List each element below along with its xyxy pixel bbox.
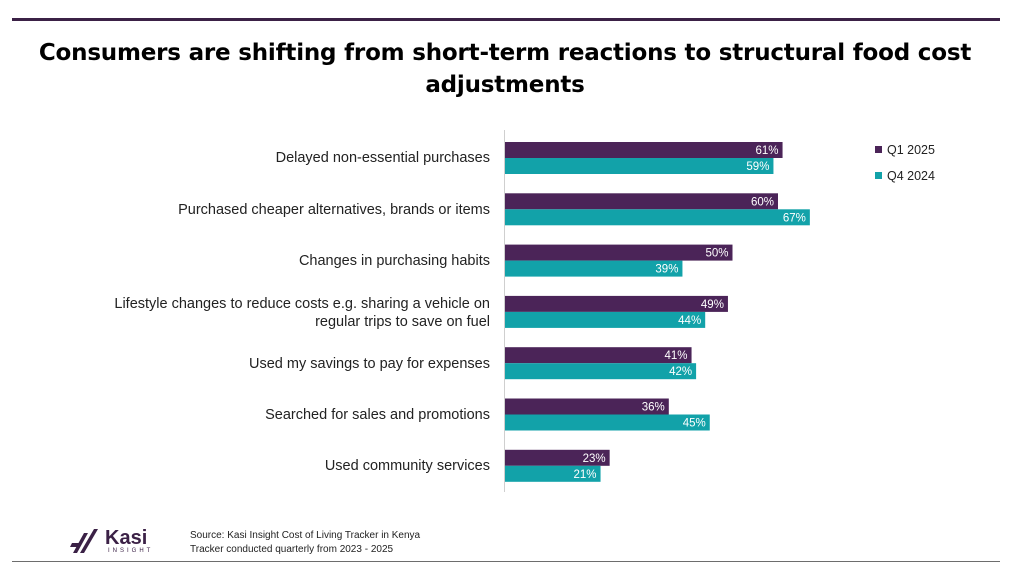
chart-title: Consumers are shifting from short-term r… <box>38 40 972 98</box>
tracker-note: Tracker conducted quarterly from 2023 - … <box>190 544 394 555</box>
top-rule <box>12 18 1000 21</box>
bar-q1-2025-3 <box>505 295 728 312</box>
bottom-rule <box>12 561 1000 562</box>
category-label-sales-promotions: Searched for sales and promotions <box>265 407 490 423</box>
legend-item-q1-2025: Q1 2025 <box>875 143 935 157</box>
category-label-delayed: Delayed non-essential purchases <box>275 150 490 166</box>
data-label-q1-2025-6: 23% <box>583 453 606 465</box>
bar-q1-2025-1 <box>505 193 778 210</box>
data-label-q1-2025-4: 41% <box>665 350 688 362</box>
bar-q4-2024-1 <box>505 209 810 226</box>
data-label-q1-2025-5: 36% <box>642 402 665 414</box>
bar-q4-2024-2 <box>505 260 683 277</box>
data-label-q4-2024-2: 39% <box>655 264 678 276</box>
data-label-q4-2024-3: 44% <box>678 315 701 327</box>
bar-q1-2025-4 <box>505 347 692 364</box>
bar-q1-2025-6 <box>505 449 610 466</box>
category-label-cheaper-alternatives: Purchased cheaper alternatives, brands o… <box>178 202 490 218</box>
bar-q4-2024-6 <box>505 465 601 482</box>
category-label-savings: Used my savings to pay for expenses <box>249 356 490 372</box>
bar-q4-2024-4 <box>505 363 697 380</box>
source-note: Source: Kasi Insight Cost of Living Trac… <box>190 530 421 541</box>
bar-q1-2025-2 <box>505 244 733 261</box>
data-label-q1-2025-1: 60% <box>751 196 774 208</box>
data-label-q1-2025-3: 49% <box>701 299 724 311</box>
data-label-q1-2025-2: 50% <box>705 248 728 260</box>
logo-wordmark: Kasi <box>105 527 148 549</box>
legend-swatch-q4 <box>875 172 882 180</box>
legend-label-q4: Q4 2024 <box>887 169 935 183</box>
data-label-q4-2024-5: 45% <box>683 418 706 430</box>
bar-q4-2024-0 <box>505 158 774 174</box>
data-label-q1-2025-0: 61% <box>756 145 779 157</box>
legend-label-q1: Q1 2025 <box>887 143 935 157</box>
data-label-q4-2024-0: 59% <box>746 161 769 173</box>
data-label-q4-2024-4: 42% <box>669 366 692 378</box>
legend-item-q4-2024: Q4 2024 <box>875 169 935 183</box>
category-label-community-services: Used community services <box>324 458 490 474</box>
kasi-logo-icon <box>70 529 98 553</box>
category-label-line: Lifestyle changes to reduce costs e.g. s… <box>114 296 490 312</box>
data-label-q4-2024-1: 67% <box>783 212 806 224</box>
category-label-purchasing-habits: Changes in purchasing habits <box>298 253 490 269</box>
data-label-q4-2024-6: 21% <box>574 469 597 481</box>
logo-subtext: INSIGHT <box>108 548 154 554</box>
category-label-lifestyle-changes: Lifestyle changes to reduce costs e.g. s… <box>50 295 490 331</box>
bar-q4-2024-5 <box>505 414 710 431</box>
bar-q1-2025-0 <box>505 142 783 158</box>
bar-q1-2025-5 <box>505 398 669 415</box>
category-label-line: regular trips to save on fuel <box>315 314 490 330</box>
legend-swatch-q1 <box>875 146 882 154</box>
bar-q4-2024-3 <box>505 311 706 328</box>
